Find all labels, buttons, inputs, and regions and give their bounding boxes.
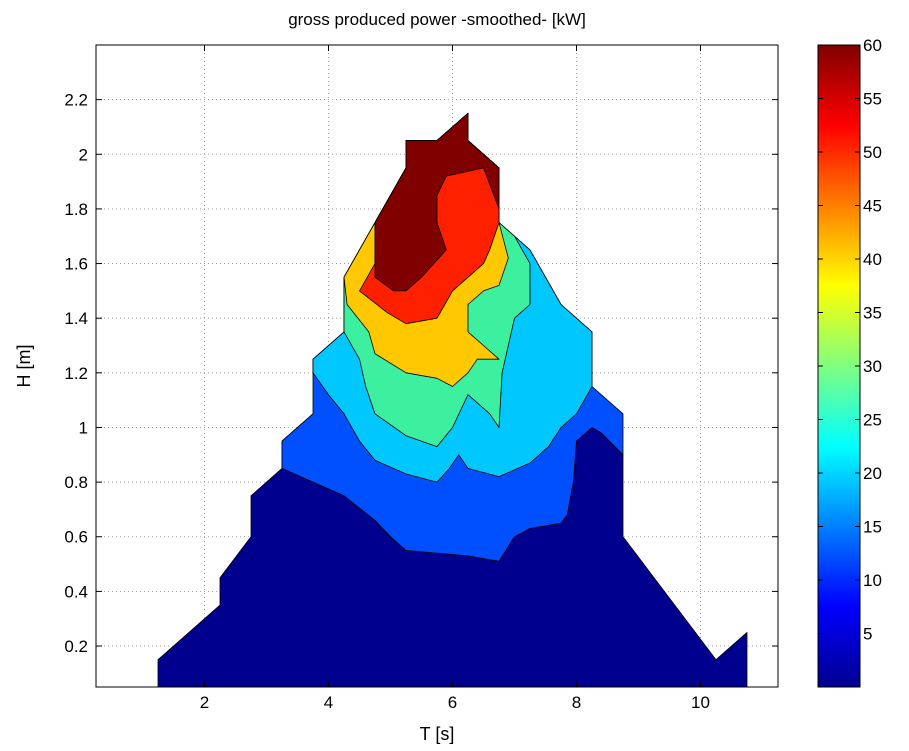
y-tick-label-4: 1 xyxy=(79,418,88,437)
colorbar-ticks: 5 10 15 20 25 30 35 40 45 50 55 60 xyxy=(818,36,882,644)
x-tick-label-3: 8 xyxy=(572,693,581,712)
colorbar-tick-label-0: 5 xyxy=(863,625,872,644)
x-tick-label-2: 6 xyxy=(448,693,457,712)
axis-ticks: 2 4 6 8 10 0.2 0.4 0.6 0.8 1 1.2 1.4 1.6 1.8 2 2.2 xyxy=(64,45,778,712)
colorbar-tick-label-10: 55 xyxy=(863,90,882,109)
y-tick-label-6: 1.4 xyxy=(64,309,88,328)
x-tick-label-4: 10 xyxy=(691,693,710,712)
colorbar-tick-label-3: 20 xyxy=(863,464,882,483)
colorbar-tick-label-8: 45 xyxy=(863,197,882,216)
colorbar-tick-label-11: 60 xyxy=(863,36,882,55)
colorbar-tick-label-4: 25 xyxy=(863,411,882,430)
colorbar-tick-label-2: 15 xyxy=(863,518,882,537)
colorbar-tick-label-1: 10 xyxy=(863,571,882,590)
chart-title: gross produced power -smoothed- [kW] xyxy=(288,10,586,29)
y-tick-label-2: 0.6 xyxy=(64,528,88,547)
y-tick-label-1: 0.4 xyxy=(64,582,88,601)
x-tick-label-1: 4 xyxy=(324,693,333,712)
colorbar xyxy=(817,44,861,688)
x-tick-label-0: 2 xyxy=(200,693,209,712)
y-tick-label-0: 0.2 xyxy=(64,637,88,656)
x-axis-label: T [s] xyxy=(420,724,455,744)
colorbar-tick-label-6: 35 xyxy=(863,304,882,323)
y-tick-label-7: 1.6 xyxy=(64,255,88,274)
y-tick-label-9: 2 xyxy=(79,145,88,164)
contour-fills xyxy=(157,112,748,687)
y-axis-label: H [m] xyxy=(14,345,34,388)
colorbar-tick-label-9: 50 xyxy=(863,143,882,162)
contour-level-55 xyxy=(374,112,500,292)
plot-frame xyxy=(95,44,779,688)
y-tick-label-10: 2.2 xyxy=(64,91,88,110)
y-tick-label-8: 1.8 xyxy=(64,200,88,219)
colorbar-tick-label-5: 30 xyxy=(863,357,882,376)
y-tick-label-5: 1.2 xyxy=(64,364,88,383)
y-tick-label-3: 0.8 xyxy=(64,473,88,492)
colorbar-tick-label-7: 40 xyxy=(863,250,882,269)
